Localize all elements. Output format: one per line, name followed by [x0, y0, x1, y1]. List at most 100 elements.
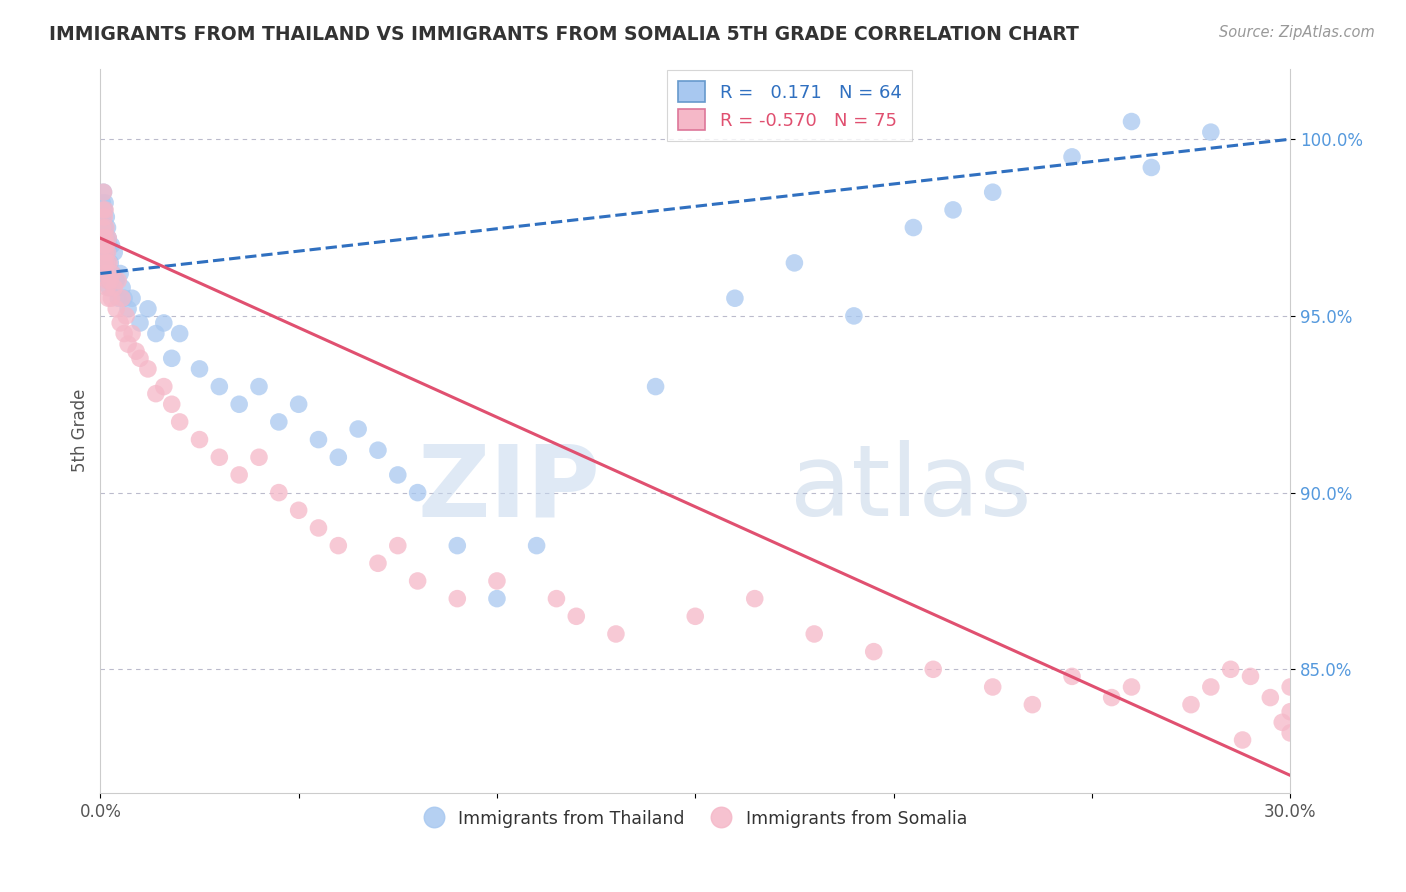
Point	[328, 450, 350, 465]
Point	[605, 627, 627, 641]
Point	[367, 556, 389, 570]
Point	[98, 274, 121, 288]
Point	[91, 202, 114, 217]
Point	[1260, 690, 1282, 705]
Point	[247, 450, 270, 465]
Point	[267, 485, 290, 500]
Point	[91, 195, 114, 210]
Point	[96, 220, 118, 235]
Point	[101, 267, 124, 281]
Point	[287, 397, 309, 411]
Point	[93, 185, 115, 199]
Point	[367, 443, 389, 458]
Point	[842, 309, 865, 323]
Point	[1279, 705, 1302, 719]
Point	[803, 627, 825, 641]
Point	[188, 433, 211, 447]
Point	[108, 267, 131, 281]
Point	[153, 316, 176, 330]
Point	[406, 485, 429, 500]
Point	[1121, 680, 1143, 694]
Point	[96, 267, 118, 281]
Point	[96, 256, 118, 270]
Point	[94, 202, 117, 217]
Point	[96, 267, 118, 281]
Point	[783, 256, 806, 270]
Point	[121, 326, 143, 341]
Point	[136, 301, 159, 316]
Point	[98, 256, 121, 270]
Point	[94, 220, 117, 235]
Point	[228, 467, 250, 482]
Point	[287, 503, 309, 517]
Point	[129, 351, 152, 366]
Point	[1279, 680, 1302, 694]
Point	[105, 301, 128, 316]
Point	[101, 267, 124, 281]
Point	[107, 274, 129, 288]
Point	[981, 680, 1004, 694]
Text: Source: ZipAtlas.com: Source: ZipAtlas.com	[1219, 25, 1375, 40]
Point	[328, 539, 350, 553]
Point	[485, 591, 508, 606]
Point	[96, 245, 118, 260]
Point	[97, 291, 120, 305]
Point	[115, 309, 138, 323]
Point	[903, 220, 925, 235]
Point	[387, 467, 409, 482]
Point	[136, 362, 159, 376]
Point	[111, 291, 134, 305]
Point	[160, 351, 183, 366]
Point	[93, 185, 115, 199]
Point	[644, 379, 666, 393]
Point	[94, 238, 117, 252]
Point	[160, 397, 183, 411]
Point	[103, 280, 125, 294]
Point	[93, 202, 115, 217]
Point	[107, 291, 129, 305]
Point	[1180, 698, 1202, 712]
Point	[96, 245, 118, 260]
Point	[91, 231, 114, 245]
Point	[485, 574, 508, 588]
Point	[129, 316, 152, 330]
Point	[565, 609, 588, 624]
Point	[103, 245, 125, 260]
Point	[526, 539, 548, 553]
Point	[267, 415, 290, 429]
Point	[942, 202, 965, 217]
Point	[247, 379, 270, 393]
Text: IMMIGRANTS FROM THAILAND VS IMMIGRANTS FROM SOMALIA 5TH GRADE CORRELATION CHART: IMMIGRANTS FROM THAILAND VS IMMIGRANTS F…	[49, 25, 1078, 44]
Point	[93, 238, 115, 252]
Point	[96, 231, 118, 245]
Point	[1199, 125, 1222, 139]
Point	[446, 539, 468, 553]
Point	[208, 379, 231, 393]
Point	[683, 609, 706, 624]
Point	[111, 280, 134, 294]
Point	[94, 231, 117, 245]
Point	[1021, 698, 1043, 712]
Point	[724, 291, 747, 305]
Point	[96, 274, 118, 288]
Point	[1101, 690, 1123, 705]
Point	[1279, 726, 1302, 740]
Point	[112, 291, 135, 305]
Point	[169, 326, 191, 341]
Point	[208, 450, 231, 465]
Point	[1140, 161, 1163, 175]
Point	[308, 521, 330, 535]
Point	[112, 326, 135, 341]
Point	[97, 231, 120, 245]
Point	[93, 245, 115, 260]
Point	[1219, 662, 1241, 676]
Point	[145, 386, 167, 401]
Point	[1232, 733, 1254, 747]
Point	[105, 274, 128, 288]
Point	[96, 238, 118, 252]
Point	[1199, 680, 1222, 694]
Point	[91, 220, 114, 235]
Point	[145, 326, 167, 341]
Point	[98, 256, 121, 270]
Point	[97, 274, 120, 288]
